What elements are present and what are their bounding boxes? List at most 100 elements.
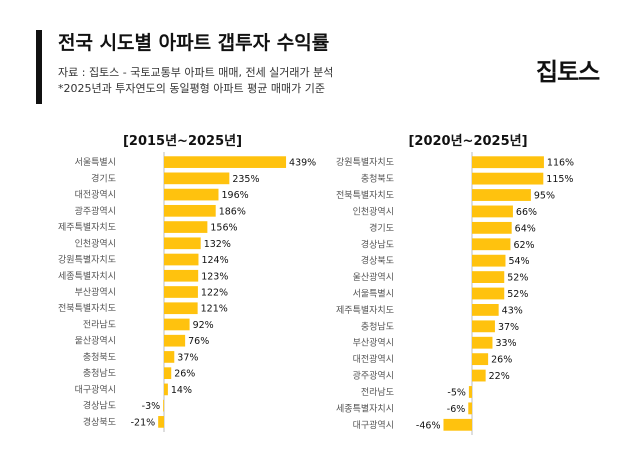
right-category-label-0: 강원특별자치도: [336, 156, 394, 168]
right-bar-12: [472, 353, 489, 366]
right-category-label-2: 전북특별자치도: [336, 189, 394, 201]
left-category-label-7: 세종특별자치시: [58, 270, 116, 282]
right-category-label-12: 대전광역시: [353, 353, 394, 365]
right-category-label-1: 충청북도: [361, 174, 394, 185]
right-value-label-3: 66%: [516, 207, 537, 218]
right-value-label-4: 64%: [515, 223, 536, 234]
title-accent-bar: [36, 30, 42, 104]
left-value-label-7: 123%: [201, 271, 228, 282]
right-category-label-10: 충청남도: [361, 321, 394, 332]
right-value-label-9: 43%: [502, 305, 523, 316]
left-category-label-16: 경상북도: [83, 416, 116, 428]
right-value-label-15: -6%: [447, 404, 466, 415]
right-bar-13: [472, 369, 486, 382]
left-bar-6: [164, 253, 199, 266]
left-bar-12: [164, 351, 175, 363]
left-value-label-16: -21%: [131, 417, 156, 428]
left-bar-10: [164, 318, 190, 331]
left-category-label-6: 강원특별자치도: [58, 254, 116, 266]
left-bar-1: [164, 172, 230, 185]
source-note: 자료 : 집토스 - 국토교통부 아파트 매매, 전세 실거래가 분석: [58, 66, 334, 79]
left-value-label-8: 122%: [201, 288, 228, 299]
right-value-label-11: 33%: [495, 338, 516, 349]
left-bar-9: [164, 302, 198, 315]
left-bar-13: [164, 367, 172, 380]
left-bar-4: [164, 221, 208, 233]
left-value-label-9: 121%: [201, 304, 228, 315]
right-bar-3: [472, 205, 513, 218]
left-category-label-14: 대구광역시: [75, 383, 116, 395]
left-value-label-13: 26%: [174, 369, 195, 380]
right-category-label-7: 울산광역시: [353, 271, 394, 283]
right-value-label-13: 22%: [489, 371, 510, 382]
brand-logo: 집토스: [536, 58, 600, 86]
right-bar-0: [472, 156, 544, 169]
left-category-label-9: 전북특별자치도: [58, 302, 116, 314]
right-value-label-0: 116%: [547, 158, 574, 169]
left-bar-5: [164, 237, 201, 250]
right-bar-9: [472, 304, 499, 316]
left-category-label-11: 울산광역시: [75, 335, 116, 347]
left-bar-11: [164, 334, 186, 347]
right-category-label-14: 전라남도: [361, 387, 394, 398]
right-bar-2: [472, 189, 531, 201]
right-bar-11: [472, 336, 493, 349]
right-bar-4: [472, 221, 512, 234]
basis-note: *2025년과 투자연도의 동일평형 아파트 평균 매매가 기준: [58, 82, 325, 95]
right-category-label-8: 서울특별시: [353, 289, 394, 300]
header: 전국 시도별 아파트 갭투자 수익률 자료 : 집토스 - 국토교통부 아파트 …: [0, 0, 640, 118]
right-category-label-9: 제주특별자치도: [336, 304, 394, 316]
right-value-label-12: 26%: [491, 355, 512, 366]
right-value-label-1: 115%: [546, 174, 573, 185]
right-value-label-14: -5%: [447, 387, 466, 398]
right-bar-8: [472, 287, 505, 300]
right-category-label-15: 세종특별자치시: [336, 402, 394, 414]
right-bar-1: [472, 172, 544, 185]
left-value-label-5: 132%: [204, 239, 231, 250]
right-bar-7: [472, 271, 505, 283]
left-bar-7: [164, 269, 199, 282]
left-bar-16: [158, 416, 164, 428]
left-value-label-1: 235%: [232, 174, 259, 185]
right-value-label-5: 62%: [513, 240, 534, 251]
left-bar-8: [164, 286, 198, 298]
left-value-label-15: -3%: [142, 401, 161, 412]
left-category-label-12: 충청북도: [83, 352, 116, 363]
right-category-label-3: 인천광역시: [353, 205, 394, 217]
left-category-label-15: 경상남도: [83, 400, 116, 412]
right-category-label-5: 경상남도: [361, 238, 394, 250]
right-value-label-7: 52%: [507, 273, 528, 284]
left-value-label-6: 124%: [201, 255, 228, 266]
left-category-label-13: 충청남도: [83, 368, 116, 379]
bar-chart-2020-2025: 강원특별자치도 116% 충청북도 115% 전북특별자치도 95% 인천광역시 66% 경기도…: [336, 152, 574, 435]
right-category-label-4: 경기도: [369, 222, 394, 234]
right-bar-15: [468, 402, 472, 415]
left-category-label-2: 대전광역시: [75, 189, 116, 201]
left-value-label-11: 76%: [188, 336, 209, 347]
left-category-label-1: 경기도: [91, 172, 116, 184]
right-category-label-11: 부산광역시: [353, 337, 394, 349]
left-bar-3: [164, 204, 216, 217]
right-category-label-16: 대구광역시: [353, 419, 394, 431]
panel-title-2015-2025: [2015년~2025년]: [122, 134, 243, 149]
right-bar-16: [443, 418, 472, 431]
left-bar-15: [163, 399, 164, 412]
left-category-label-5: 인천광역시: [75, 237, 116, 249]
left-category-label-8: 부산광역시: [75, 286, 116, 298]
left-bar-0: [164, 156, 287, 168]
left-value-label-12: 37%: [177, 352, 198, 363]
right-value-label-6: 54%: [508, 256, 529, 267]
right-bar-6: [472, 254, 506, 267]
left-bar-14: [164, 383, 168, 396]
left-category-label-10: 전라남도: [83, 319, 116, 330]
left-category-label-3: 광주광역시: [75, 205, 116, 217]
left-value-label-10: 92%: [193, 320, 214, 331]
left-category-label-4: 제주특별자치도: [58, 221, 116, 233]
right-bar-14: [468, 386, 472, 398]
left-value-label-3: 186%: [219, 206, 246, 217]
right-value-label-2: 95%: [534, 191, 555, 202]
bar-chart-2015-2025: 서울특별시 439% 경기도 235% 대전광역시 196% 광주광역시 186% 제주특별자치…: [58, 152, 316, 432]
right-bar-10: [472, 320, 495, 333]
left-value-label-0: 439%: [289, 158, 316, 169]
right-category-label-13: 광주광역시: [353, 370, 394, 382]
